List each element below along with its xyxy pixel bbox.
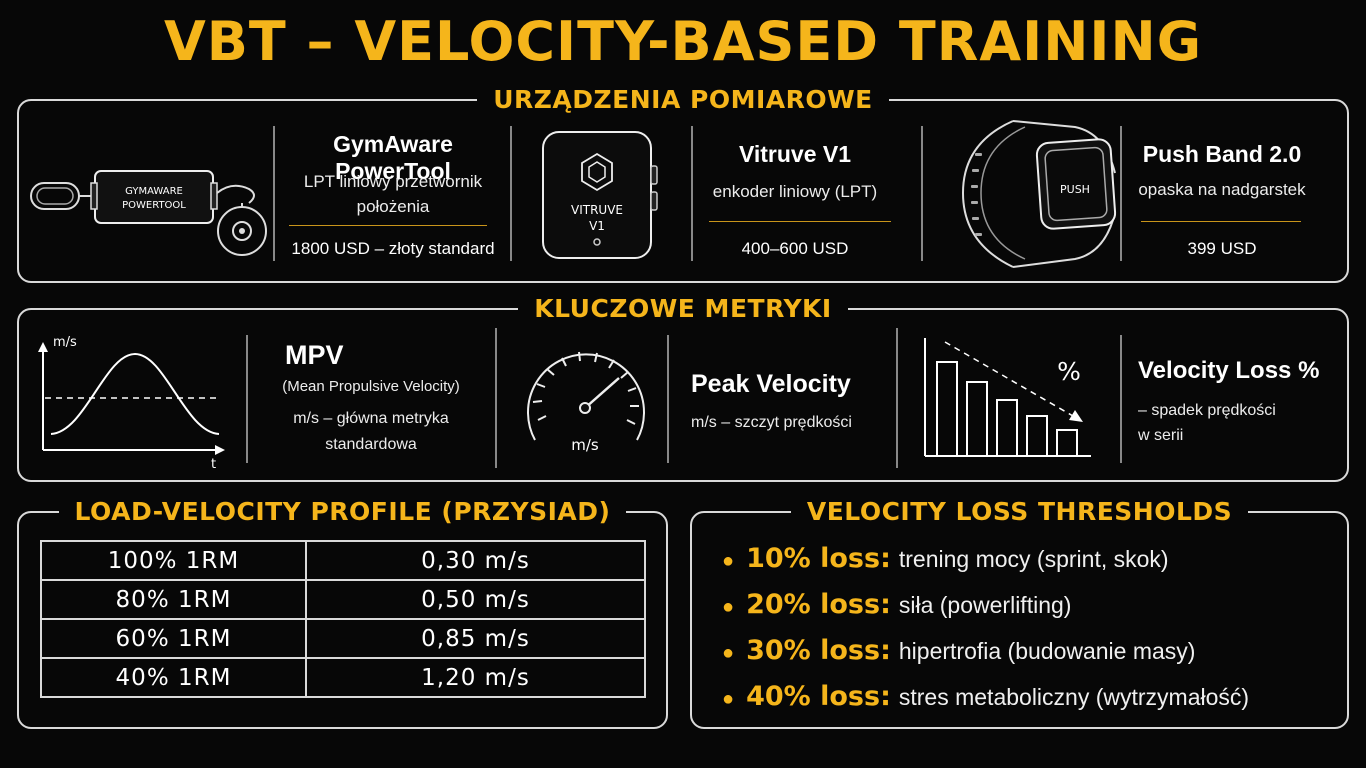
thresholds-list: ● 10% loss: trening mocy (sprint, skok) ● 2… bbox=[722, 537, 1249, 721]
load-velocity-heading: LOAD-VELOCITY PROFILE (PRZYSIAD) bbox=[58, 497, 627, 526]
vitruve-device-icon: VITRUVE V1 bbox=[542, 131, 658, 259]
list-item: ● 40% loss: stres metaboliczny (wytrzymało… bbox=[722, 675, 1249, 721]
gymaware-desc-line1: LPT liniowy przetwornik bbox=[303, 172, 483, 191]
thresholds-heading: VELOCITY LOSS THRESHOLDS bbox=[790, 497, 1249, 526]
gymaware-name: GymAware PowerTool bbox=[333, 131, 453, 184]
bullet-icon: ● bbox=[722, 596, 735, 618]
velocity-loss-title: Velocity Loss % bbox=[1138, 357, 1320, 384]
vitruve-desc: enkoder liniowy (LPT) bbox=[712, 182, 878, 201]
thresholds-panel: VELOCITY LOSS THRESHOLDS ● 10% loss: treni… bbox=[690, 497, 1349, 729]
devices-panel: URZĄDZENIA POMIAROWE GYMAWARE POWERTOOL … bbox=[17, 85, 1349, 283]
push-band-icon: PUSH bbox=[961, 120, 1117, 268]
bullet-icon: ● bbox=[722, 642, 735, 664]
loss-percent-symbol: % bbox=[1057, 357, 1081, 386]
gymaware-desc-line2: położenia bbox=[356, 197, 430, 216]
velocity-cell: 0,50 m/s bbox=[305, 579, 646, 620]
threshold-text: stres metaboliczny (wytrzymałość) bbox=[898, 684, 1250, 710]
load-cell: 80% 1RM bbox=[40, 579, 307, 620]
gymaware-device-label-2: POWERTOOL bbox=[122, 200, 186, 211]
mpv-axis-y: m/s bbox=[53, 335, 77, 350]
load-cell: 100% 1RM bbox=[40, 540, 307, 581]
push-band-price: 399 USD bbox=[1187, 239, 1257, 258]
push-device-label: PUSH bbox=[1060, 183, 1090, 196]
mpv-axis-x: t bbox=[211, 457, 216, 472]
vitruve-device-label-2: V1 bbox=[589, 219, 605, 233]
metrics-panel: KLUCZOWE METRYKI m/s t MPV (Mean Propuls… bbox=[17, 294, 1349, 482]
table-row: 60% 1RM 0,85 m/s bbox=[40, 618, 646, 659]
bullet-icon: ● bbox=[722, 550, 735, 572]
load-cell: 60% 1RM bbox=[40, 618, 307, 659]
threshold-key: 20% loss: bbox=[746, 589, 891, 620]
load-cell: 40% 1RM bbox=[40, 657, 307, 698]
bullet-icon: ● bbox=[722, 688, 735, 710]
list-item: ● 20% loss: siła (powerlifting) bbox=[722, 583, 1249, 629]
vitruve-device-label-1: VITRUVE bbox=[571, 203, 623, 217]
table-row: 100% 1RM 0,30 m/s bbox=[40, 540, 646, 581]
threshold-text: siła (powerlifting) bbox=[898, 592, 1072, 618]
devices-heading: URZĄDZENIA POMIAROWE bbox=[477, 85, 889, 114]
mpv-title: MPV bbox=[285, 340, 344, 370]
threshold-text: trening mocy (sprint, skok) bbox=[898, 546, 1169, 572]
peak-velocity-title: Peak Velocity bbox=[691, 370, 851, 398]
velocity-cell: 1,20 m/s bbox=[305, 657, 646, 698]
velocity-cell: 0,30 m/s bbox=[305, 540, 646, 581]
threshold-key: 10% loss: bbox=[746, 543, 891, 574]
push-band-desc: opaska na nadgarstek bbox=[1138, 180, 1306, 199]
threshold-key: 30% loss: bbox=[746, 635, 891, 666]
velocity-loss-desc-line2: w serii bbox=[1138, 427, 1184, 444]
mpv-desc-line1: m/s – główna metryka bbox=[293, 410, 449, 427]
push-band-name: Push Band 2.0 bbox=[1142, 141, 1302, 167]
vitruve-price: 400–600 USD bbox=[741, 239, 849, 258]
gymaware-price: 1800 USD – złoty standard bbox=[291, 239, 495, 258]
table-row: 40% 1RM 1,20 m/s bbox=[40, 657, 646, 698]
velocity-curve-icon: m/s t bbox=[38, 335, 225, 472]
gymaware-device-label-1: GYMAWARE bbox=[125, 186, 183, 197]
threshold-key: 40% loss: bbox=[746, 681, 891, 712]
peak-velocity-desc: m/s – szczyt prędkości bbox=[691, 414, 852, 431]
page-title: VBT – VELOCITY-BASED TRAINING bbox=[163, 10, 1203, 73]
list-item: ● 30% loss: hipertrofia (budowanie masy) bbox=[722, 629, 1249, 675]
metrics-heading: KLUCZOWE METRYKI bbox=[518, 294, 848, 323]
velocity-loss-desc-line1: – spadek prędkości bbox=[1138, 402, 1276, 419]
mpv-subtitle: (Mean Propulsive Velocity) bbox=[282, 378, 460, 395]
vitruve-name: Vitruve V1 bbox=[738, 141, 852, 167]
mpv-desc-line2: standardowa bbox=[325, 436, 417, 453]
velocity-cell: 0,85 m/s bbox=[305, 618, 646, 659]
load-velocity-table: 100% 1RM 0,30 m/s 80% 1RM 0,50 m/s 60% 1… bbox=[40, 540, 646, 698]
speedometer-icon: m/s bbox=[527, 351, 645, 454]
table-row: 80% 1RM 0,50 m/s bbox=[40, 579, 646, 620]
gymaware-device-icon: GYMAWARE POWERTOOL bbox=[30, 170, 267, 256]
load-velocity-panel: LOAD-VELOCITY PROFILE (PRZYSIAD) 100% 1R… bbox=[17, 497, 668, 729]
list-item: ● 10% loss: trening mocy (sprint, skok) bbox=[722, 537, 1249, 583]
velocity-loss-chart-icon: % bbox=[924, 338, 1091, 457]
threshold-text: hipertrofia (budowanie masy) bbox=[898, 638, 1196, 664]
gauge-unit: m/s bbox=[571, 436, 599, 454]
